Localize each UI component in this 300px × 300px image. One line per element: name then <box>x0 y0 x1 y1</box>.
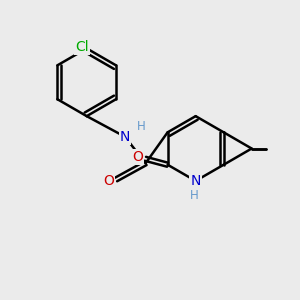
Text: N: N <box>190 174 201 188</box>
Text: H: H <box>190 189 199 202</box>
Text: Cl: Cl <box>76 40 89 54</box>
Text: H: H <box>137 120 146 133</box>
Text: N: N <box>120 130 130 144</box>
Text: O: O <box>132 150 143 164</box>
Text: O: O <box>103 174 114 188</box>
